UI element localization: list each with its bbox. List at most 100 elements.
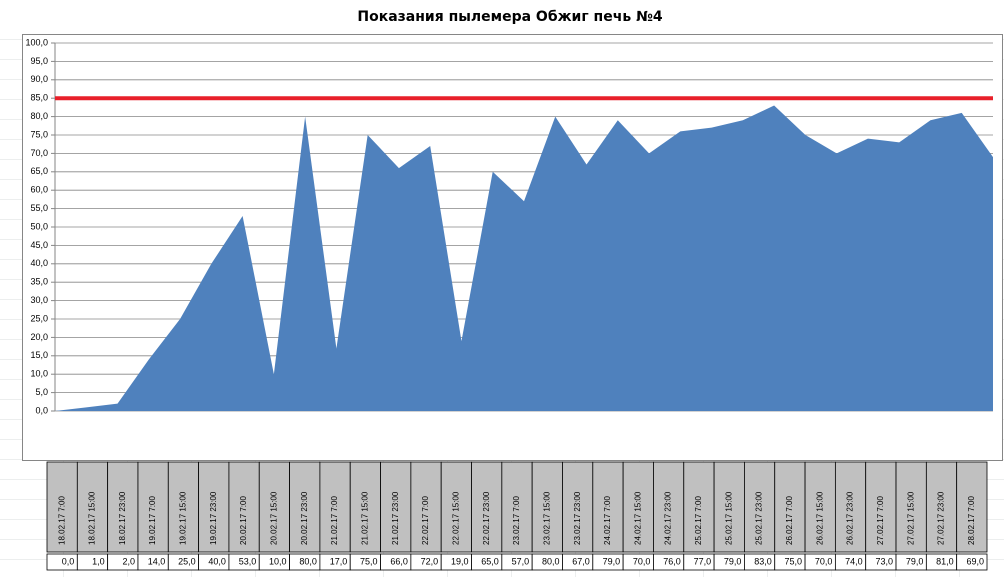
- value-label: 19,0: [451, 556, 469, 566]
- category-label: 27.02.17 7:00: [876, 496, 885, 545]
- table-header-cell: [137, 461, 169, 553]
- category-label: 19.02.17 7:00: [148, 496, 157, 545]
- value-label: 73,0: [876, 556, 894, 566]
- value-label: 1,0: [92, 556, 105, 566]
- table-header-cell: [471, 461, 503, 553]
- value-label: 79,0: [603, 556, 621, 566]
- value-label: 70,0: [815, 556, 833, 566]
- table-header-cell: [228, 461, 260, 553]
- area: [55, 105, 993, 411]
- category-label: 26.02.17 15:00: [815, 491, 824, 545]
- table-header-cell: [895, 461, 927, 553]
- category-label: 18.02.17 23:00: [118, 491, 127, 545]
- category-label: 21.02.17 23:00: [391, 491, 400, 545]
- category-label: 22.02.17 15:00: [451, 491, 460, 545]
- category-label: 27.02.17 15:00: [906, 491, 915, 545]
- category-label: 24.02.17 15:00: [633, 491, 642, 545]
- y-tick-label: 60,0: [30, 185, 48, 195]
- category-label: 23.02.17 15:00: [542, 491, 551, 545]
- category-label: 24.02.17 23:00: [664, 491, 673, 545]
- value-label: 53,0: [239, 556, 257, 566]
- value-label: 81,0: [936, 556, 954, 566]
- category-label: 26.02.17 23:00: [846, 491, 855, 545]
- plot: 0,0 5,0 10,0 15,0 20,0 25,0 30,0 35,0 40,0 45,0 50…: [25, 37, 993, 571]
- category-label: 26.02.17 7:00: [785, 496, 794, 545]
- y-tick-label: 100,0: [25, 37, 48, 47]
- table-header-cell: [501, 461, 533, 553]
- y-tick-label: 65,0: [30, 166, 48, 176]
- y-tick-label: 5,0: [35, 387, 48, 397]
- category-label: 21.02.17 7:00: [330, 496, 339, 545]
- table-header-cell: [440, 461, 472, 553]
- title-bg: [0, 0, 1004, 34]
- value-label: 75,0: [360, 556, 378, 566]
- table-header-cell: [744, 461, 776, 553]
- value-label: 80,0: [542, 556, 560, 566]
- chart-title: Показания пылемера Обжиг печь №4: [357, 9, 663, 25]
- category-label: 24.02.17 7:00: [603, 496, 612, 545]
- y-tick-label: 45,0: [30, 240, 48, 250]
- table-header-cell: [653, 461, 685, 553]
- table-header-cell: [289, 461, 321, 553]
- value-label: 79,0: [906, 556, 924, 566]
- value-label: 66,0: [390, 556, 408, 566]
- table-header-cell: [46, 461, 78, 553]
- y-tick-label: 0,0: [35, 405, 48, 415]
- value-label: 77,0: [694, 556, 712, 566]
- y-tick-label: 70,0: [30, 148, 48, 158]
- y-tick-label: 40,0: [30, 258, 48, 268]
- table-header-cell: [804, 461, 836, 553]
- value-label: 83,0: [754, 556, 772, 566]
- value-label: 70,0: [633, 556, 651, 566]
- value-label: 72,0: [421, 556, 439, 566]
- y-tick-label: 85,0: [30, 93, 48, 103]
- value-label: 57,0: [512, 556, 530, 566]
- y-tick-label: 25,0: [30, 313, 48, 323]
- table-header-cell: [76, 461, 109, 553]
- category-label: 23.02.17 7:00: [512, 496, 521, 545]
- y-tick-label: 55,0: [30, 203, 48, 213]
- y-tick-label: 50,0: [30, 221, 48, 231]
- y-tick-label: 80,0: [30, 111, 48, 121]
- table-header-cell: [562, 461, 594, 553]
- y-tick-label: 15,0: [30, 350, 48, 360]
- table-header-cell: [774, 461, 806, 553]
- value-label: 40,0: [208, 556, 226, 566]
- value-label: 67,0: [572, 556, 590, 566]
- category-label: 25.02.17 15:00: [724, 491, 733, 545]
- value-label: 25,0: [178, 556, 196, 566]
- category-label: 22.02.17 7:00: [421, 496, 430, 545]
- category-label: 23.02.17 23:00: [573, 491, 582, 545]
- table-header-cell: [865, 461, 897, 553]
- category-label: 28.02.17 7:00: [967, 496, 976, 545]
- y-tick-label: 75,0: [30, 129, 48, 139]
- category-label: 25.02.17 23:00: [755, 491, 764, 545]
- value-label: 76,0: [663, 556, 681, 566]
- value-label: 80,0: [299, 556, 317, 566]
- table-header-cell: [380, 461, 412, 553]
- table-header-cell: [198, 461, 230, 553]
- table-header-cell: [319, 461, 351, 553]
- value-label: 2,0: [122, 556, 135, 566]
- value-label: 69,0: [966, 556, 984, 566]
- value-label: 65,0: [481, 556, 499, 566]
- value-label: 14,0: [148, 556, 166, 566]
- category-label: 19.02.17 23:00: [209, 491, 218, 545]
- category-label: 25.02.17 7:00: [694, 496, 703, 545]
- table-header-cell: [531, 461, 563, 553]
- table-header-cell: [592, 461, 624, 553]
- category-label: 22.02.17 23:00: [482, 491, 491, 545]
- y-tick-label: 10,0: [30, 369, 48, 379]
- category-label: 18.02.17 7:00: [57, 496, 66, 545]
- category-label: 20.02.17 7:00: [239, 496, 248, 545]
- value-label: 75,0: [785, 556, 803, 566]
- table-header-cell: [925, 461, 958, 553]
- y-tick-label: 35,0: [30, 277, 48, 287]
- table-value-cell: [956, 553, 988, 571]
- table-header-cell: [622, 461, 654, 553]
- value-label: 10,0: [269, 556, 287, 566]
- y-tick-label: 90,0: [30, 74, 48, 84]
- category-label: 20.02.17 15:00: [270, 491, 279, 545]
